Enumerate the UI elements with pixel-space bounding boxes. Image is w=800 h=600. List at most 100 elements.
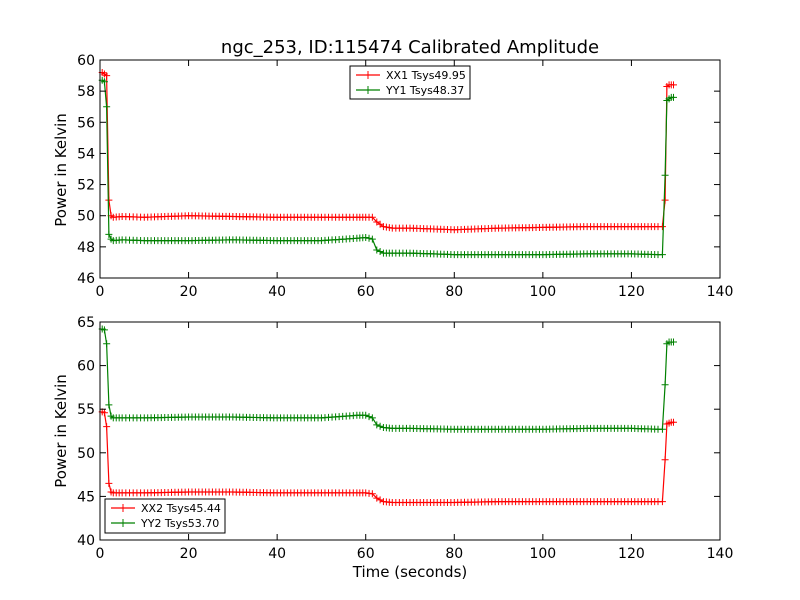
top-x-tick-label-120: 120 — [618, 284, 645, 300]
data-point-yy2 — [670, 338, 677, 346]
top-y-tick-label-58: 58 — [77, 84, 95, 100]
top-legend-box — [349, 65, 471, 100]
data-point-yy2 — [105, 401, 113, 409]
data-point-xx1 — [385, 224, 393, 232]
bottom-x-tick-label-40: 40 — [268, 546, 286, 562]
top-x-tick-label-140: 140 — [707, 284, 734, 300]
legend-label-xx2: XX2 Tsys45.44 — [141, 502, 221, 515]
data-point-xx1 — [382, 223, 390, 231]
data-point-xx2 — [658, 498, 666, 506]
chart-title: ngc_253, ID:115474 Calibrated Amplitude — [221, 37, 599, 58]
data-point-yy2 — [362, 411, 370, 419]
data-point-yy1 — [368, 235, 376, 243]
data-point-yy1 — [365, 234, 373, 242]
data-point-xx2 — [661, 456, 669, 464]
legend-label-yy1: YY1 Tsys48.37 — [385, 84, 464, 97]
bottom-x-tick-label-60: 60 — [357, 546, 375, 562]
top-y-axis-label: Power in Kelvin — [52, 113, 70, 227]
top-y-tick-label-56: 56 — [77, 115, 95, 131]
data-point-yy2 — [658, 425, 666, 433]
legend-label-xx1: XX1 Tsys49.95 — [386, 69, 466, 82]
data-point-yy1 — [105, 230, 113, 238]
top-x-tick-label-80: 80 — [445, 284, 463, 300]
bottom-y-tick-label-55: 55 — [77, 402, 95, 418]
bottom-y-tick-label-50: 50 — [77, 446, 95, 462]
data-point-xx2 — [368, 490, 376, 498]
data-point-xx1 — [379, 223, 387, 231]
data-point-xx1 — [670, 81, 677, 89]
data-point-yy2 — [661, 381, 669, 389]
data-point-yy1 — [376, 248, 384, 256]
bottom-y-axis-label: Power in Kelvin — [52, 374, 70, 488]
legend-marker-yy1 — [364, 86, 372, 94]
bottom-x-tick-label-80: 80 — [445, 546, 463, 562]
top-y-tick-label-46: 46 — [77, 271, 95, 287]
bottom-x-tick-label-100: 100 — [529, 546, 556, 562]
bottom-legend: XX2 Tsys45.44 YY2 Tsys53.70 — [104, 498, 226, 534]
legend-marker-xx2 — [119, 504, 127, 512]
bottom-axis-ticks: 0 20 40 60 80 100 120 140 40 45 50 55 60 65 — [77, 315, 733, 562]
bottom-x-tick-label-20: 20 — [180, 546, 198, 562]
data-point-xx1 — [368, 213, 376, 221]
bottom-y-tick-label-45: 45 — [77, 489, 95, 505]
top-y-tick-label-54: 54 — [77, 146, 95, 162]
data-point-yy1 — [373, 246, 381, 254]
top-plot-area — [98, 68, 677, 259]
legend-entry-yy2: YY2 Tsys53.70 — [111, 517, 219, 530]
bottom-plot-frame — [99, 321, 721, 541]
series-markers-xx2 — [98, 408, 677, 507]
top-y-tick-label-52: 52 — [77, 178, 95, 194]
legend-entry-xx2: XX2 Tsys45.44 — [111, 502, 221, 515]
data-point-xx2 — [103, 423, 111, 431]
series-markers-yy1 — [98, 76, 677, 259]
series-markers-yy2 — [98, 325, 677, 433]
data-point-yy1 — [658, 251, 666, 259]
data-point-yy2 — [368, 414, 376, 422]
data-point-xx2 — [100, 409, 108, 417]
data-point-yy2 — [103, 340, 111, 348]
bottom-y-tick-label-60: 60 — [77, 359, 95, 375]
data-point-yy1 — [670, 93, 677, 101]
bottom-legend-box — [104, 498, 226, 534]
top-axis-ticks: 0 20 40 60 80 100 120 140 46 48 50 52 54 56 58 60 — [77, 53, 733, 300]
top-y-tick-label-60: 60 — [77, 53, 95, 69]
data-point-yy1 — [103, 103, 111, 111]
bottom-x-tick-label-120: 120 — [618, 546, 645, 562]
data-point-yy1 — [661, 171, 669, 179]
data-point-yy2 — [100, 326, 108, 334]
bottom-y-tick-label-65: 65 — [77, 315, 95, 331]
top-legend: XX1 Tsys49.95 YY1 Tsys48.37 — [349, 65, 471, 100]
x-axis-label: Time (seconds) — [352, 563, 468, 581]
legend-entry-xx1: XX1 Tsys49.95 — [356, 69, 466, 82]
data-point-yy2 — [373, 421, 381, 429]
top-x-tick-label-100: 100 — [529, 284, 556, 300]
top-y-tick-label-48: 48 — [77, 240, 95, 256]
legend-entry-yy1: YY1 Tsys48.37 — [356, 84, 464, 97]
top-x-tick-label-20: 20 — [180, 284, 198, 300]
data-point-xx1 — [103, 72, 111, 80]
data-point-yy1 — [362, 234, 370, 242]
data-point-yy2 — [376, 422, 384, 430]
bottom-x-tick-label-0: 0 — [96, 546, 105, 562]
data-point-xx2 — [373, 494, 381, 502]
top-plot-frame — [99, 59, 721, 279]
legend-marker-xx1 — [364, 71, 372, 79]
data-point-xx2 — [376, 496, 384, 504]
legend-marker-yy2 — [119, 519, 127, 527]
bottom-y-tick-label-40: 40 — [77, 533, 95, 549]
data-point-xx2 — [105, 479, 113, 487]
top-x-tick-label-40: 40 — [268, 284, 286, 300]
top-x-tick-label-60: 60 — [357, 284, 375, 300]
top-x-tick-label-0: 0 — [96, 284, 105, 300]
bottom-plot-area — [98, 325, 677, 507]
bottom-x-tick-label-140: 140 — [707, 546, 734, 562]
data-point-xx1 — [658, 223, 666, 231]
data-point-yy1 — [100, 78, 108, 86]
data-point-xx2 — [670, 418, 677, 426]
legend-label-yy2: YY2 Tsys53.70 — [140, 517, 219, 530]
top-y-tick-label-50: 50 — [77, 209, 95, 225]
data-point-xx1 — [661, 196, 669, 204]
bottom-panel: Power in Kelvin Time (seconds) 0 20 40 60 80… — [52, 315, 733, 581]
top-panel: ngc_253, ID:115474 Calibrated Amplitude … — [52, 37, 733, 300]
